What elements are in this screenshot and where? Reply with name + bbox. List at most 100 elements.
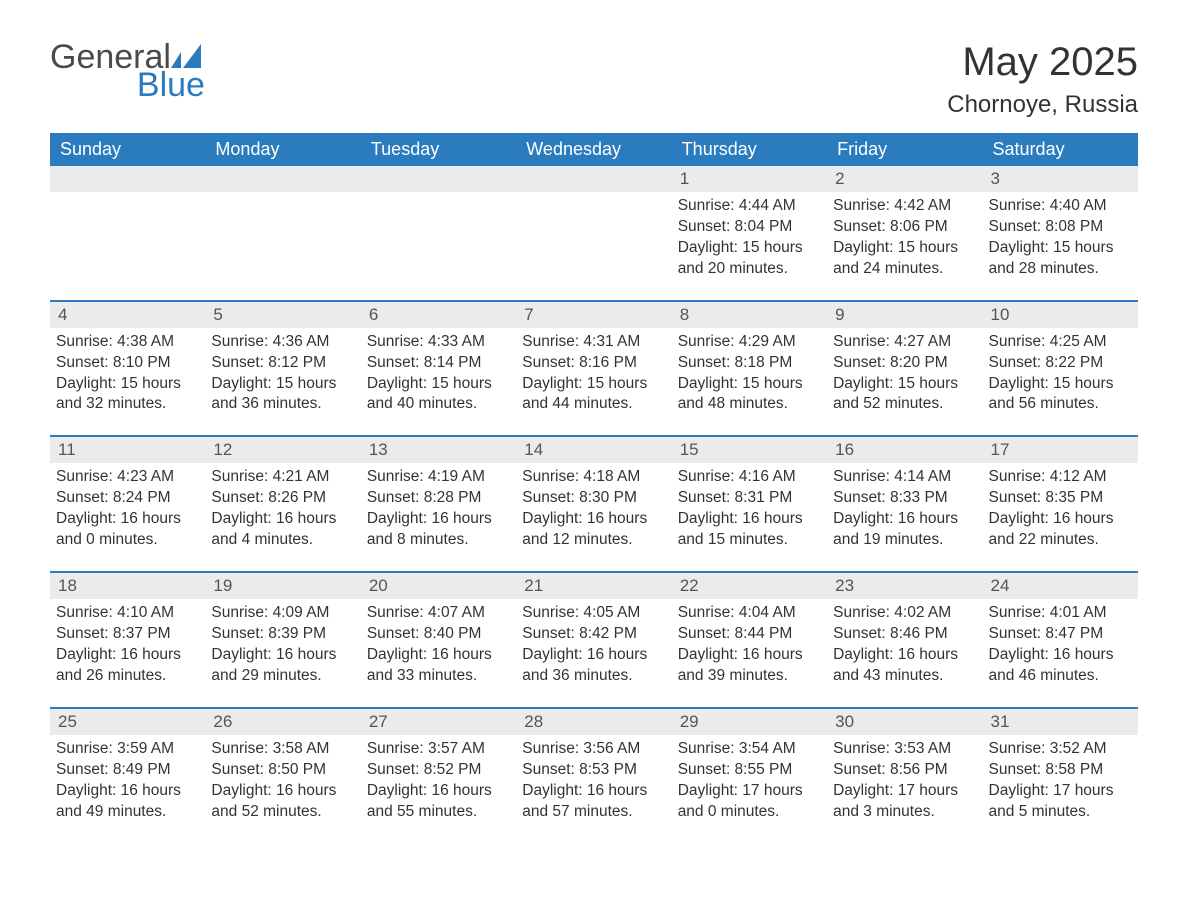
day-cell-empty xyxy=(50,166,205,284)
day-cell: 20Sunrise: 4:07 AMSunset: 8:40 PMDayligh… xyxy=(361,573,516,691)
day-number: 14 xyxy=(516,437,671,463)
day-number: 20 xyxy=(361,573,516,599)
day-cell-empty xyxy=(516,166,671,284)
day-cell: 2Sunrise: 4:42 AMSunset: 8:06 PMDaylight… xyxy=(827,166,982,284)
day-number: 1 xyxy=(672,166,827,192)
day-number: 11 xyxy=(50,437,205,463)
sunset-text: Sunset: 8:33 PM xyxy=(833,488,976,509)
sunrise-text: Sunrise: 4:44 AM xyxy=(678,196,821,217)
sunrise-text: Sunrise: 4:19 AM xyxy=(367,467,510,488)
sunset-text: Sunset: 8:20 PM xyxy=(833,353,976,374)
daylight-text: Daylight: 15 hours and 32 minutes. xyxy=(56,374,199,416)
sunrise-text: Sunrise: 3:53 AM xyxy=(833,739,976,760)
day-body xyxy=(361,192,516,272)
day-cell: 28Sunrise: 3:56 AMSunset: 8:53 PMDayligh… xyxy=(516,709,671,827)
sunset-text: Sunset: 8:10 PM xyxy=(56,353,199,374)
sunrise-text: Sunrise: 4:33 AM xyxy=(367,332,510,353)
day-number: 29 xyxy=(672,709,827,735)
sunrise-text: Sunrise: 4:12 AM xyxy=(989,467,1132,488)
day-body: Sunrise: 4:01 AMSunset: 8:47 PMDaylight:… xyxy=(983,599,1138,691)
day-cell: 14Sunrise: 4:18 AMSunset: 8:30 PMDayligh… xyxy=(516,437,671,555)
day-number: 6 xyxy=(361,302,516,328)
day-body: Sunrise: 4:33 AMSunset: 8:14 PMDaylight:… xyxy=(361,328,516,420)
daylight-text: Daylight: 16 hours and 29 minutes. xyxy=(211,645,354,687)
day-body: Sunrise: 4:25 AMSunset: 8:22 PMDaylight:… xyxy=(983,328,1138,420)
day-body: Sunrise: 4:21 AMSunset: 8:26 PMDaylight:… xyxy=(205,463,360,555)
sunset-text: Sunset: 8:55 PM xyxy=(678,760,821,781)
daylight-text: Daylight: 15 hours and 44 minutes. xyxy=(522,374,665,416)
day-number: 21 xyxy=(516,573,671,599)
day-body: Sunrise: 4:05 AMSunset: 8:42 PMDaylight:… xyxy=(516,599,671,691)
day-body: Sunrise: 4:16 AMSunset: 8:31 PMDaylight:… xyxy=(672,463,827,555)
sunrise-text: Sunrise: 4:40 AM xyxy=(989,196,1132,217)
day-cell: 21Sunrise: 4:05 AMSunset: 8:42 PMDayligh… xyxy=(516,573,671,691)
day-cell: 5Sunrise: 4:36 AMSunset: 8:12 PMDaylight… xyxy=(205,302,360,420)
calendar-page: General Blue May 2025 Chornoye, Russia S… xyxy=(0,0,1188,876)
logo-text-wrap: General Blue xyxy=(50,40,205,102)
weekday-saturday: Saturday xyxy=(983,133,1138,166)
day-body xyxy=(516,192,671,272)
day-cell: 11Sunrise: 4:23 AMSunset: 8:24 PMDayligh… xyxy=(50,437,205,555)
day-body: Sunrise: 4:09 AMSunset: 8:39 PMDaylight:… xyxy=(205,599,360,691)
day-number: 19 xyxy=(205,573,360,599)
day-body: Sunrise: 4:23 AMSunset: 8:24 PMDaylight:… xyxy=(50,463,205,555)
day-number: 30 xyxy=(827,709,982,735)
day-number: 17 xyxy=(983,437,1138,463)
week-row: 18Sunrise: 4:10 AMSunset: 8:37 PMDayligh… xyxy=(50,571,1138,691)
day-number: 25 xyxy=(50,709,205,735)
day-cell: 23Sunrise: 4:02 AMSunset: 8:46 PMDayligh… xyxy=(827,573,982,691)
daylight-text: Daylight: 16 hours and 26 minutes. xyxy=(56,645,199,687)
weekday-sunday: Sunday xyxy=(50,133,205,166)
calendar: SundayMondayTuesdayWednesdayThursdayFrid… xyxy=(50,133,1138,826)
week-row: 4Sunrise: 4:38 AMSunset: 8:10 PMDaylight… xyxy=(50,300,1138,420)
location: Chornoye, Russia xyxy=(947,91,1138,119)
day-number: 2 xyxy=(827,166,982,192)
day-cell-empty xyxy=(205,166,360,284)
daylight-text: Daylight: 17 hours and 0 minutes. xyxy=(678,781,821,823)
day-number: 28 xyxy=(516,709,671,735)
sunset-text: Sunset: 8:31 PM xyxy=(678,488,821,509)
sunset-text: Sunset: 8:08 PM xyxy=(989,217,1132,238)
day-cell: 9Sunrise: 4:27 AMSunset: 8:20 PMDaylight… xyxy=(827,302,982,420)
week-row: 25Sunrise: 3:59 AMSunset: 8:49 PMDayligh… xyxy=(50,707,1138,827)
sunrise-text: Sunrise: 3:57 AM xyxy=(367,739,510,760)
weekday-tuesday: Tuesday xyxy=(361,133,516,166)
sunset-text: Sunset: 8:53 PM xyxy=(522,760,665,781)
day-number: 15 xyxy=(672,437,827,463)
daylight-text: Daylight: 16 hours and 55 minutes. xyxy=(367,781,510,823)
logo-text-blue: Blue xyxy=(137,66,205,104)
logo: General Blue xyxy=(50,40,205,102)
header-row: General Blue May 2025 Chornoye, Russia xyxy=(50,40,1138,129)
daylight-text: Daylight: 16 hours and 12 minutes. xyxy=(522,509,665,551)
day-cell: 30Sunrise: 3:53 AMSunset: 8:56 PMDayligh… xyxy=(827,709,982,827)
sunset-text: Sunset: 8:35 PM xyxy=(989,488,1132,509)
day-number: 22 xyxy=(672,573,827,599)
day-number: 9 xyxy=(827,302,982,328)
sunset-text: Sunset: 8:26 PM xyxy=(211,488,354,509)
sunrise-text: Sunrise: 4:21 AM xyxy=(211,467,354,488)
day-number: 5 xyxy=(205,302,360,328)
daylight-text: Daylight: 16 hours and 33 minutes. xyxy=(367,645,510,687)
sunrise-text: Sunrise: 4:10 AM xyxy=(56,603,199,624)
day-cell-empty xyxy=(361,166,516,284)
daylight-text: Daylight: 16 hours and 19 minutes. xyxy=(833,509,976,551)
day-number: 13 xyxy=(361,437,516,463)
day-body: Sunrise: 4:02 AMSunset: 8:46 PMDaylight:… xyxy=(827,599,982,691)
day-cell: 1Sunrise: 4:44 AMSunset: 8:04 PMDaylight… xyxy=(672,166,827,284)
day-body xyxy=(50,192,205,272)
sunrise-text: Sunrise: 4:36 AM xyxy=(211,332,354,353)
day-cell: 31Sunrise: 3:52 AMSunset: 8:58 PMDayligh… xyxy=(983,709,1138,827)
day-cell: 13Sunrise: 4:19 AMSunset: 8:28 PMDayligh… xyxy=(361,437,516,555)
day-cell: 16Sunrise: 4:14 AMSunset: 8:33 PMDayligh… xyxy=(827,437,982,555)
weekday-thursday: Thursday xyxy=(672,133,827,166)
daylight-text: Daylight: 15 hours and 48 minutes. xyxy=(678,374,821,416)
day-number xyxy=(516,166,671,192)
daylight-text: Daylight: 16 hours and 15 minutes. xyxy=(678,509,821,551)
sunrise-text: Sunrise: 4:01 AM xyxy=(989,603,1132,624)
day-body: Sunrise: 4:31 AMSunset: 8:16 PMDaylight:… xyxy=(516,328,671,420)
daylight-text: Daylight: 17 hours and 5 minutes. xyxy=(989,781,1132,823)
day-cell: 22Sunrise: 4:04 AMSunset: 8:44 PMDayligh… xyxy=(672,573,827,691)
sunset-text: Sunset: 8:37 PM xyxy=(56,624,199,645)
day-number: 18 xyxy=(50,573,205,599)
sunset-text: Sunset: 8:42 PM xyxy=(522,624,665,645)
